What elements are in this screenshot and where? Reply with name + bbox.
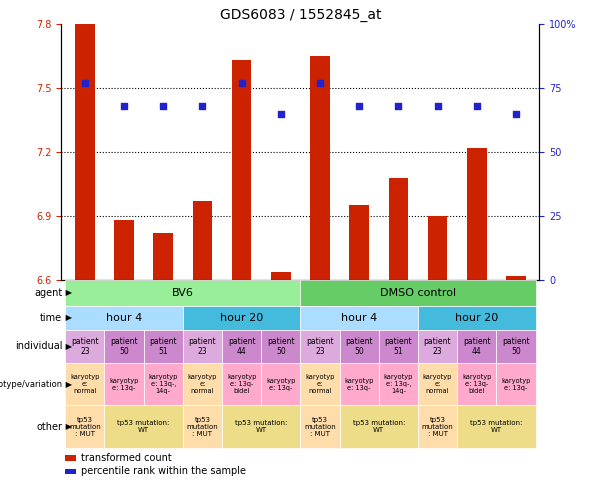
Bar: [428, 216, 447, 280]
Point: [511, 110, 521, 118]
Text: patient
51: patient 51: [150, 337, 177, 356]
Text: patient
44: patient 44: [228, 337, 256, 356]
Text: hour 4: hour 4: [106, 313, 142, 323]
Bar: [467, 148, 487, 280]
Text: tp53 mutation:
WT: tp53 mutation: WT: [352, 420, 405, 433]
Bar: [153, 233, 173, 280]
Text: genotype/variation: genotype/variation: [0, 380, 62, 389]
Point: [315, 79, 325, 87]
Point: [158, 102, 168, 110]
Text: tp53 mutation:
WT: tp53 mutation: WT: [118, 420, 170, 433]
Text: tp53
mutation
: MUT: tp53 mutation : MUT: [422, 417, 454, 437]
Text: tp53
mutation
: MUT: tp53 mutation : MUT: [304, 417, 336, 437]
Text: ▶: ▶: [63, 313, 72, 322]
Text: ▶: ▶: [63, 342, 72, 351]
Point: [276, 110, 286, 118]
Point: [197, 102, 207, 110]
Text: hour 20: hour 20: [455, 313, 498, 323]
Title: GDS6083 / 1552845_at: GDS6083 / 1552845_at: [219, 8, 381, 22]
Text: percentile rank within the sample: percentile rank within the sample: [81, 467, 246, 476]
Text: tp53
mutation
: MUT: tp53 mutation : MUT: [186, 417, 218, 437]
Text: karyotyp
e:
normal: karyotyp e: normal: [188, 374, 217, 394]
Text: patient
23: patient 23: [189, 337, 216, 356]
Text: agent: agent: [34, 288, 62, 298]
Text: ▶: ▶: [63, 422, 72, 431]
Text: patient
50: patient 50: [345, 337, 373, 356]
Text: patient
50: patient 50: [502, 337, 530, 356]
Text: time: time: [40, 313, 62, 323]
Text: karyotyp
e: 13q-: karyotyp e: 13q-: [345, 378, 374, 391]
Text: karyotyp
e: 13q-: karyotyp e: 13q-: [266, 378, 295, 391]
Bar: [232, 60, 251, 280]
Point: [119, 102, 129, 110]
Bar: [389, 178, 408, 280]
Text: patient
50: patient 50: [110, 337, 138, 356]
Text: tp53 mutation:
WT: tp53 mutation: WT: [235, 420, 287, 433]
Text: tp53 mutation:
WT: tp53 mutation: WT: [470, 420, 522, 433]
Point: [472, 102, 482, 110]
Text: karyotyp
e: 13q-,
14q-: karyotyp e: 13q-, 14q-: [384, 374, 413, 394]
Text: patient
23: patient 23: [424, 337, 451, 356]
Text: individual: individual: [15, 341, 62, 352]
Text: BV6: BV6: [172, 288, 194, 298]
Text: DMSO control: DMSO control: [380, 288, 456, 298]
Bar: [75, 24, 94, 280]
Text: karyotyp
e:
normal: karyotyp e: normal: [70, 374, 99, 394]
Text: ▶: ▶: [63, 380, 72, 389]
Text: patient
23: patient 23: [306, 337, 333, 356]
Text: patient
50: patient 50: [267, 337, 295, 356]
Text: hour 4: hour 4: [341, 313, 377, 323]
Text: karyotyp
e: 13q-
bidel: karyotyp e: 13q- bidel: [227, 374, 256, 394]
Text: patient
44: patient 44: [463, 337, 490, 356]
Text: patient
23: patient 23: [71, 337, 99, 356]
Text: hour 20: hour 20: [220, 313, 263, 323]
Text: karyotyp
e:
normal: karyotyp e: normal: [423, 374, 452, 394]
Point: [80, 79, 89, 87]
Bar: [114, 220, 134, 280]
Text: transformed count: transformed count: [81, 453, 172, 463]
Text: tp53
mutation
: MUT: tp53 mutation : MUT: [69, 417, 101, 437]
Point: [394, 102, 403, 110]
Text: karyotyp
e:
normal: karyotyp e: normal: [305, 374, 335, 394]
Point: [237, 79, 246, 87]
Text: karyotyp
e: 13q-,
14q-: karyotyp e: 13q-, 14q-: [148, 374, 178, 394]
Bar: [271, 271, 291, 280]
Point: [354, 102, 364, 110]
Bar: [192, 201, 212, 280]
Text: patient
51: patient 51: [384, 337, 412, 356]
Text: other: other: [36, 422, 62, 432]
Text: karyotyp
e: 13q-
bidel: karyotyp e: 13q- bidel: [462, 374, 492, 394]
Point: [433, 102, 443, 110]
Text: ▶: ▶: [63, 288, 72, 298]
Text: karyotyp
e: 13q-: karyotyp e: 13q-: [109, 378, 139, 391]
Bar: [349, 205, 369, 280]
Text: karyotyp
e: 13q-: karyotyp e: 13q-: [501, 378, 531, 391]
Bar: [310, 56, 330, 280]
Bar: [506, 276, 526, 280]
